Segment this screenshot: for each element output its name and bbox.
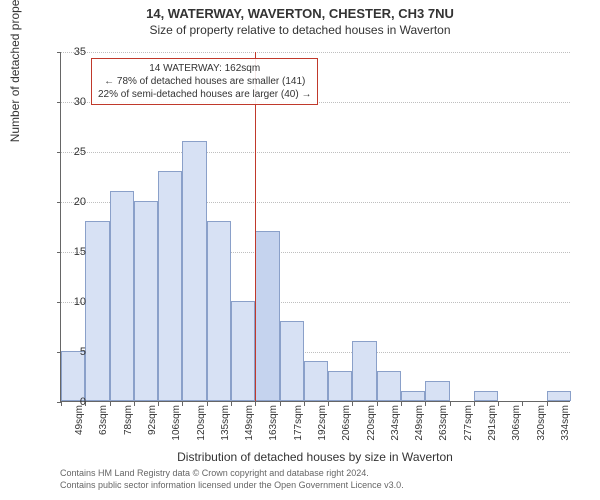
histogram-bar xyxy=(255,231,279,401)
histogram-bar xyxy=(328,371,352,401)
y-tick-label: 20 xyxy=(46,196,86,208)
credit-line-2: Contains public sector information licen… xyxy=(60,480,404,492)
histogram-bar xyxy=(401,391,425,401)
gridline-h xyxy=(61,152,570,153)
chart-subtitle: Size of property relative to detached ho… xyxy=(0,21,600,37)
y-tick-label: 15 xyxy=(46,246,86,258)
histogram-bar xyxy=(280,321,304,401)
x-axis-label: Distribution of detached houses by size … xyxy=(60,450,570,464)
y-tick-label: 35 xyxy=(46,46,86,58)
y-axis-label: Number of detached properties xyxy=(8,0,22,142)
histogram-bar xyxy=(547,391,571,401)
y-tick-label: 30 xyxy=(46,96,86,108)
histogram-bar xyxy=(61,351,85,401)
chart-container: 14, WATERWAY, WAVERTON, CHESTER, CH3 7NU… xyxy=(0,0,600,500)
annotation-box: 14 WATERWAY: 162sqm← 78% of detached hou… xyxy=(91,58,318,105)
histogram-bar xyxy=(207,221,231,401)
y-tick-label: 25 xyxy=(46,146,86,158)
histogram-bar xyxy=(182,141,206,401)
histogram-bar xyxy=(231,301,255,401)
histogram-bar xyxy=(134,201,158,401)
histogram-bar xyxy=(158,171,182,401)
credit-line-1: Contains HM Land Registry data © Crown c… xyxy=(60,468,404,480)
histogram-bar xyxy=(110,191,134,401)
plot-area: 14 WATERWAY: 162sqm← 78% of detached hou… xyxy=(60,52,570,402)
histogram-bar xyxy=(304,361,328,401)
annotation-line-2: ← 78% of detached houses are smaller (14… xyxy=(98,75,311,88)
y-tick-label: 5 xyxy=(46,346,86,358)
y-tick-label: 10 xyxy=(46,296,86,308)
gridline-h xyxy=(61,52,570,53)
annotation-line-1: 14 WATERWAY: 162sqm xyxy=(98,62,311,75)
histogram-bar xyxy=(425,381,449,401)
histogram-bar xyxy=(352,341,376,401)
credits-text: Contains HM Land Registry data © Crown c… xyxy=(60,468,404,491)
histogram-bar xyxy=(474,391,498,401)
annotation-line-3: 22% of semi-detached houses are larger (… xyxy=(98,88,311,101)
address-title: 14, WATERWAY, WAVERTON, CHESTER, CH3 7NU xyxy=(0,0,600,21)
histogram-bar xyxy=(377,371,401,401)
histogram-bar xyxy=(85,221,109,401)
